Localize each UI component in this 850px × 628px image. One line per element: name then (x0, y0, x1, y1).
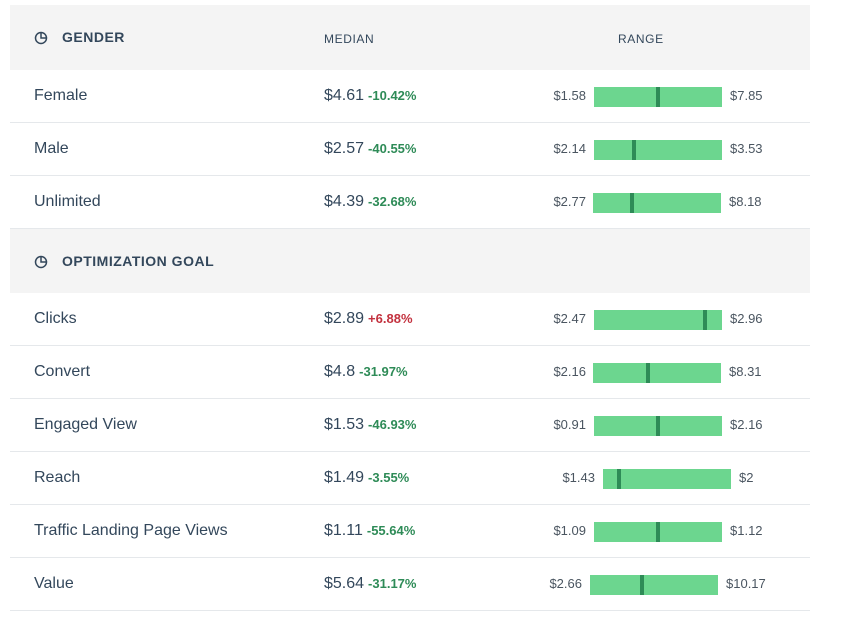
median-marker (630, 193, 634, 213)
range-bar (603, 469, 731, 489)
section-title: GENDER (62, 29, 125, 45)
range-max: $8.18 (729, 194, 762, 209)
range-max: $2.16 (730, 417, 763, 432)
range-bar (590, 575, 718, 595)
range-min: $0.91 (553, 417, 586, 432)
row-label: Reach (34, 469, 81, 486)
median-value: $2.57 -40.55% (324, 140, 417, 157)
range-bar (594, 416, 722, 436)
table-row: Convert $4.8 -31.97% $2.16 $8.31 (10, 346, 810, 399)
median-marker (646, 363, 650, 383)
range-min: $2.16 (553, 364, 586, 379)
range-bar (593, 363, 721, 383)
change-percent: -10.42% (368, 88, 417, 103)
median-value: $1.49 -3.55% (324, 469, 410, 486)
median-value: $4.61 -10.42% (324, 87, 417, 104)
change-percent: -3.55% (368, 470, 410, 485)
table-row: Traffic Landing Page Views $1.11 -55.64% … (10, 505, 810, 558)
change-percent: -55.64% (366, 523, 416, 538)
range-max: $8.31 (729, 364, 762, 379)
median-value: $4.39 -32.68% (324, 193, 417, 210)
median-marker (640, 575, 644, 595)
section-header-optimization-goal: OPTIMIZATION GOAL (10, 229, 810, 293)
change-percent: -46.93% (368, 417, 417, 432)
section-title: OPTIMIZATION GOAL (62, 253, 215, 269)
change-percent: -31.97% (359, 364, 408, 379)
table-row: Unlimited $4.39 -32.68% $2.77 $8.18 (10, 176, 810, 229)
row-label: Clicks (34, 310, 77, 327)
change-percent: +6.88% (368, 311, 413, 326)
median-value: $5.64 -31.17% (324, 575, 417, 592)
range-bar (594, 87, 722, 107)
range-min: $2.14 (553, 141, 586, 156)
range-min: $1.09 (553, 523, 586, 538)
median-marker (617, 469, 621, 489)
table-row: Reach $1.49 -3.55% $1.43 $2 (10, 452, 810, 505)
table-row: Engaged View $1.53 -46.93% $0.91 $2.16 (10, 399, 810, 452)
range-min: $2.66 (549, 576, 582, 591)
table-row: Female $4.61 -10.42% $1.58 $7.85 (10, 70, 810, 123)
range-min: $1.58 (553, 88, 586, 103)
median-value: $4.8 -31.97% (324, 363, 408, 380)
range-bar (594, 310, 722, 330)
change-percent: -40.55% (368, 141, 417, 156)
median-value: $2.89 +6.88% (324, 310, 413, 327)
row-label: Male (34, 140, 69, 157)
range-max: $2 (739, 470, 754, 485)
row-label: Traffic Landing Page Views (34, 522, 228, 539)
range-max: $1.12 (730, 523, 763, 538)
table-row: Clicks $2.89 +6.88% $2.47 $2.96 (10, 293, 810, 346)
median-marker (703, 310, 707, 330)
range-min: $1.43 (562, 470, 595, 485)
pie-chart-icon (34, 31, 48, 45)
row-label: Unlimited (34, 193, 101, 210)
range-max: $2.96 (730, 311, 763, 326)
range-bar (594, 140, 722, 160)
range-min: $2.77 (553, 194, 586, 209)
range-max: $7.85 (730, 88, 763, 103)
range-bar (593, 193, 721, 213)
median-column-header: MEDIAN (324, 32, 375, 46)
range-max: $3.53 (730, 141, 763, 156)
pie-chart-icon (34, 255, 48, 269)
row-label: Value (34, 575, 74, 592)
table-row: Value $5.64 -31.17% $2.66 $10.17 (10, 558, 810, 611)
median-marker (656, 522, 660, 542)
row-label: Convert (34, 363, 91, 380)
breakdown-table: GENDER MEDIAN RANGE Female $4.61 -10.42% … (10, 5, 810, 611)
median-marker (656, 87, 660, 107)
range-min: $2.47 (553, 311, 586, 326)
table-row: Male $2.57 -40.55% $2.14 $3.53 (10, 123, 810, 176)
row-label: Engaged View (34, 416, 137, 433)
change-percent: -31.17% (368, 576, 417, 591)
row-label: Female (34, 87, 88, 104)
median-value: $1.53 -46.93% (324, 416, 417, 433)
range-column-header: RANGE (618, 32, 664, 46)
section-header-gender: GENDER MEDIAN RANGE (10, 5, 810, 70)
range-max: $10.17 (726, 576, 766, 591)
change-percent: -32.68% (368, 194, 417, 209)
median-value: $1.11 -55.64% (324, 522, 416, 539)
range-bar (594, 522, 722, 542)
median-marker (632, 140, 636, 160)
median-marker (656, 416, 660, 436)
